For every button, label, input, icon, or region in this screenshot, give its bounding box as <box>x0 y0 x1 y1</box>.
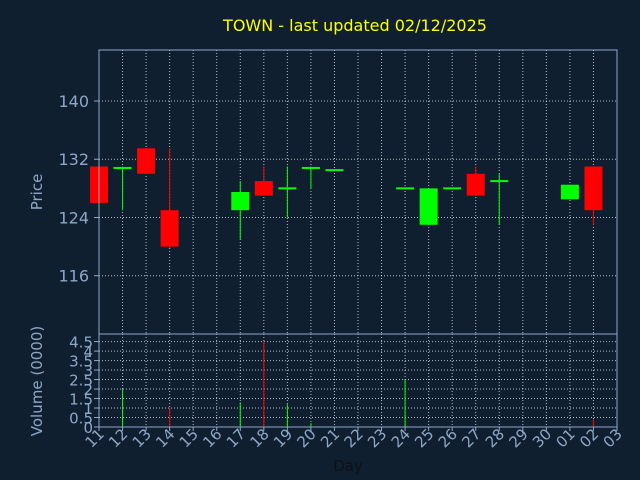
volume-tick-label: 3.5 <box>69 353 93 371</box>
x-tick-label: 13 <box>129 425 155 451</box>
x-tick-label: 30 <box>529 425 555 451</box>
volume-axis-label: Volume (0000) <box>28 326 46 436</box>
x-tick-label: 24 <box>388 425 414 451</box>
price-axis-label: Price <box>28 174 46 211</box>
candle-body <box>278 187 297 190</box>
price-tick-label: 132 <box>58 150 89 169</box>
volume-tick-label: 0 <box>83 419 93 437</box>
x-tick-label: 28 <box>482 425 508 451</box>
candle-body <box>231 192 250 211</box>
candle-body <box>560 184 579 200</box>
volume-tick-label: 1.5 <box>69 391 93 409</box>
x-tick-label: 15 <box>176 425 202 451</box>
volume-tick-label: 4 <box>83 343 93 361</box>
volume-tick-label: 4.5 <box>69 334 93 352</box>
x-tick-label: 12 <box>105 425 131 451</box>
x-tick-label: 02 <box>576 425 602 451</box>
candle-body <box>396 187 415 190</box>
candle-body <box>584 166 603 211</box>
x-tick-label: 18 <box>246 425 272 451</box>
candle-body <box>137 148 156 174</box>
volume-tick-label: 1 <box>83 400 93 418</box>
x-tick-label: 26 <box>435 425 461 451</box>
x-tick-label: 03 <box>600 425 626 451</box>
candle-body <box>490 180 509 183</box>
x-tick-label: 20 <box>294 425 320 451</box>
x-tick-label: 25 <box>411 425 437 451</box>
x-tick-label: 16 <box>199 425 225 451</box>
marks-layer <box>90 148 603 427</box>
candle-body <box>254 181 273 196</box>
candle-body <box>301 166 320 169</box>
x-axis-label: Day <box>333 457 363 475</box>
chart-title: TOWN - last updated 02/12/2025 <box>222 16 487 35</box>
x-tick-label: 29 <box>505 425 531 451</box>
x-tick-label: 19 <box>270 425 296 451</box>
x-tick-label: 27 <box>458 425 484 451</box>
price-tick-label: 116 <box>58 267 89 286</box>
candle-body <box>325 169 344 172</box>
candle-body <box>443 187 462 190</box>
price-tick-label: 124 <box>58 208 89 227</box>
x-tick-label: 01 <box>553 425 579 451</box>
volume-tick-label: 2 <box>83 381 93 399</box>
x-tick-label: 23 <box>364 425 390 451</box>
volume-panel-frame <box>98 333 618 428</box>
candle-body <box>466 173 485 196</box>
candle-body <box>113 166 132 169</box>
x-tick-label: 21 <box>317 425 343 451</box>
x-tick-label: 17 <box>223 425 249 451</box>
volume-tick-label: 2.5 <box>69 372 93 390</box>
axes-layer: 11612413214000.511.522.533.544.511121314… <box>58 49 626 451</box>
candle-body <box>419 188 438 225</box>
volume-tick-label: 3 <box>83 362 93 380</box>
volume-tick-label: 0.5 <box>69 410 93 428</box>
x-tick-label: 14 <box>152 425 178 451</box>
candle-body <box>160 210 179 247</box>
price-tick-label: 140 <box>58 92 89 111</box>
x-tick-label: 22 <box>341 425 367 451</box>
